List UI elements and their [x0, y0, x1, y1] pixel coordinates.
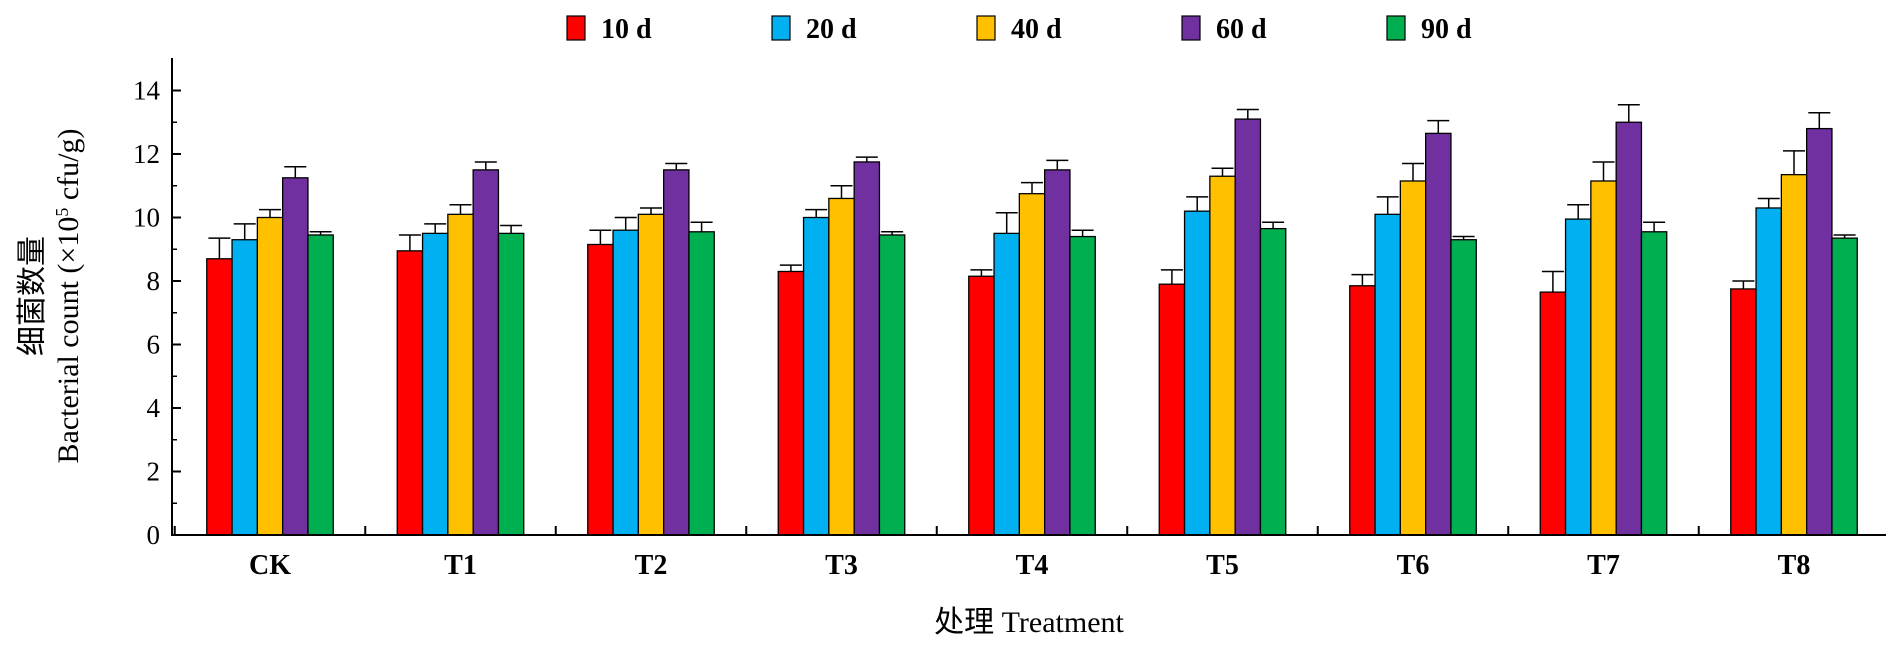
x-tick-label-3: T3 [825, 550, 858, 581]
bar-T7-2 [1590, 180, 1617, 536]
bar-T1-0 [396, 250, 424, 536]
y-tick-label-4: 8 [147, 266, 161, 296]
bar-T1-4 [497, 232, 525, 536]
bar-T5-3 [1234, 118, 1262, 536]
bar-T1-1 [421, 232, 449, 536]
bar-T2-3 [663, 169, 690, 536]
bar-T5-1 [1183, 210, 1211, 536]
x-tick-label-0: CK [249, 550, 291, 581]
x-tick-label-7: T7 [1587, 550, 1620, 581]
bar-T5-2 [1209, 175, 1236, 536]
y-tick-label-1: 2 [147, 457, 161, 487]
bar-T6-2 [1399, 180, 1427, 536]
x-tick-label-2: T2 [635, 550, 668, 581]
bar-T8-3 [1806, 127, 1833, 536]
legend-label-3: 60 d [1216, 14, 1267, 45]
x-tick-label-1: T1 [444, 550, 477, 581]
bar-T6-3 [1425, 132, 1452, 536]
bars [206, 104, 1858, 536]
bar-T2-4 [688, 231, 715, 536]
bar-T2-0 [587, 243, 614, 536]
y-axis-title-line2: Bacterial count (×105 cfu/g) [52, 129, 85, 464]
y-axis-title-line1: 细菌数量 [16, 236, 49, 356]
bar-T2-1 [612, 229, 639, 536]
y-tick-label-2: 4 [147, 393, 161, 423]
bar-T7-0 [1539, 291, 1567, 536]
bar-T6-4 [1450, 239, 1477, 536]
bar-T6-0 [1349, 285, 1376, 536]
bar-CK-2 [256, 216, 284, 536]
axes [171, 58, 1886, 536]
bar-T3-2 [828, 197, 855, 536]
bar-T3-3 [853, 161, 881, 536]
legend-swatch-3 [1181, 15, 1201, 41]
x-tick-label-5: T5 [1206, 550, 1239, 581]
legend-label-2: 40 d [1011, 14, 1062, 45]
bar-T4-2 [1018, 193, 1046, 536]
bar-T1-2 [447, 213, 474, 536]
bar-T8-1 [1755, 207, 1783, 536]
legend-label-4: 90 d [1421, 14, 1472, 45]
bar-T5-4 [1259, 227, 1287, 536]
y-tick-label-5: 10 [133, 203, 160, 233]
y-tick-label-0: 0 [147, 520, 161, 550]
legend: 10 d 20 d 40 d 60 d 90 d [566, 14, 1472, 45]
bar-T7-3 [1615, 121, 1643, 536]
legend-swatch-2 [976, 15, 996, 41]
y-axis-title-prefix: Bacterial count (×10 [52, 217, 85, 464]
x-tick-label-8: T8 [1778, 550, 1811, 581]
bar-T7-4 [1640, 231, 1668, 536]
legend-label-1: 20 d [806, 14, 857, 45]
bar-T2-2 [637, 213, 665, 536]
bar-T6-1 [1374, 213, 1402, 536]
y-tick-label-3: 6 [147, 330, 161, 360]
y-ticks: 0 2 4 6 8 10 12 14 [133, 76, 181, 550]
y-axis-title: 细菌数量 Bacterial count (×105 cfu/g) [16, 129, 85, 464]
bar-CK-1 [231, 239, 259, 536]
x-ticks: CK T1 T2 T3 T4 T5 T6 T7 T8 [173, 526, 1811, 581]
legend-swatch-0 [566, 15, 586, 41]
x-axis-title: 处理 Treatment [934, 606, 1124, 639]
y-tick-label-7: 14 [133, 76, 161, 106]
legend-label-0: 10 d [601, 14, 652, 45]
bar-T1-3 [472, 169, 500, 536]
legend-swatch-1 [771, 15, 791, 41]
bar-T8-0 [1730, 288, 1757, 536]
bar-T4-1 [993, 232, 1020, 536]
bar-CK-4 [307, 234, 334, 536]
bar-T3-0 [777, 270, 805, 536]
bar-T7-1 [1564, 218, 1592, 536]
x-tick-label-4: T4 [1016, 550, 1049, 581]
bar-T8-4 [1831, 237, 1858, 536]
y-axis-title-suffix: cfu/g) [52, 129, 85, 208]
bar-T4-0 [968, 275, 995, 536]
bar-CK-3 [281, 177, 309, 536]
bar-CK-0 [206, 258, 233, 536]
bar-T5-0 [1158, 283, 1186, 536]
x-tick-label-6: T6 [1397, 550, 1430, 581]
legend-swatch-4 [1386, 15, 1406, 41]
y-axis-title-sup: 5 [52, 208, 72, 217]
bar-T4-3 [1044, 169, 1071, 536]
bar-T4-4 [1069, 235, 1096, 536]
y-tick-label-6: 12 [133, 139, 160, 169]
bar-T3-1 [802, 216, 830, 536]
bar-T3-4 [878, 234, 906, 536]
bar-T8-2 [1780, 173, 1808, 536]
